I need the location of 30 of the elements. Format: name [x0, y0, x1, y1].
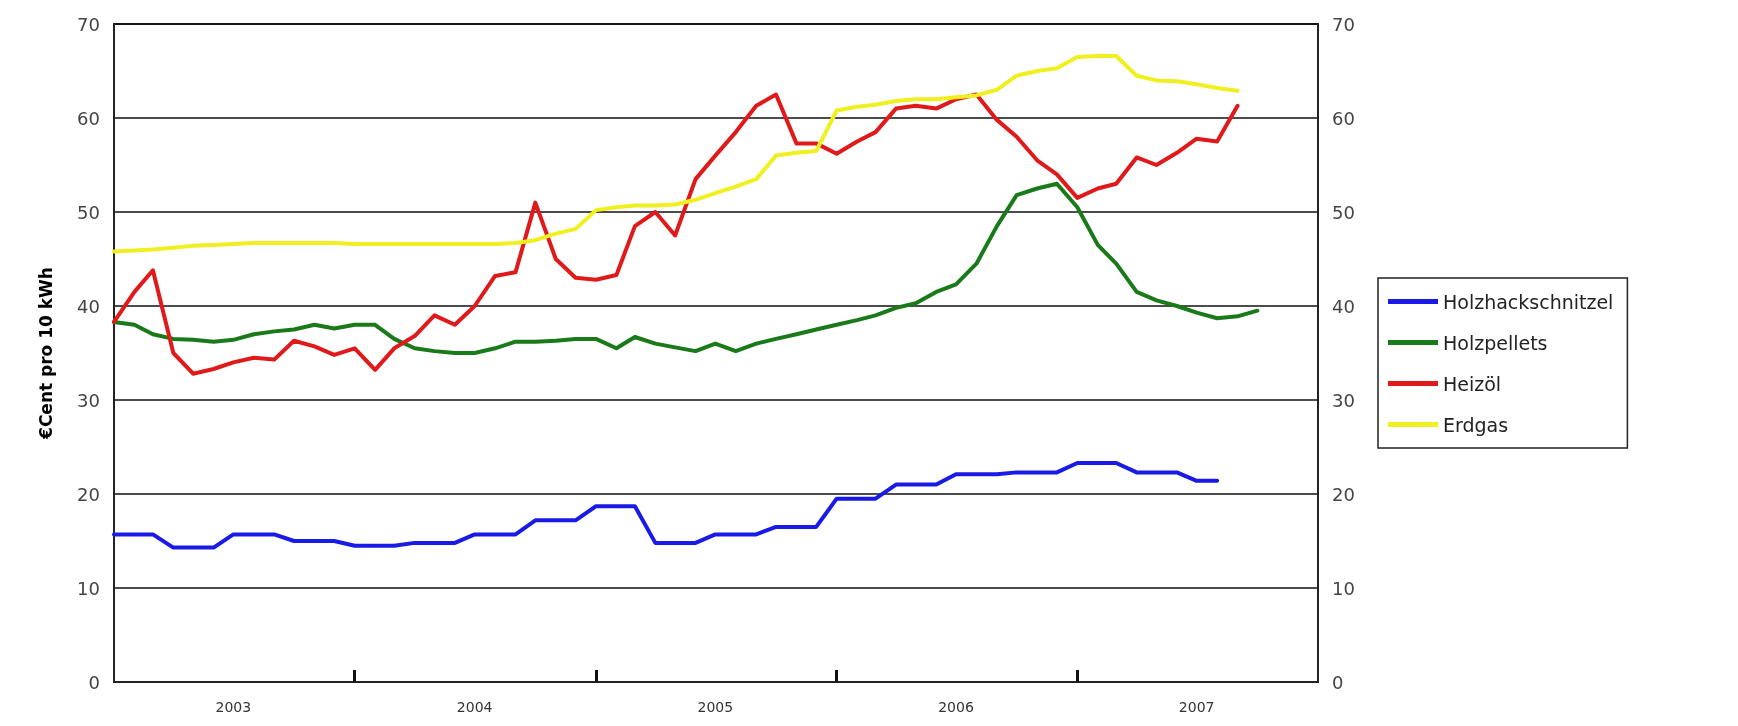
y-tick-label: 0 [88, 671, 100, 693]
y2-tick-label: 30 [1332, 389, 1355, 411]
line-series [112, 53, 1240, 254]
y-tick-label: 20 [77, 483, 100, 505]
legend-label: Holzpellets [1443, 331, 1548, 354]
y2-tick-label: 20 [1332, 483, 1355, 505]
x-tick-label: 2004 [456, 699, 493, 715]
legend-label: Heizöl [1443, 372, 1502, 395]
y-axis-title: €Cent pro 10 kWh [35, 267, 56, 440]
x-tick-label: 2005 [697, 699, 734, 715]
x-tick-label: 2007 [1178, 699, 1215, 715]
y-tick-label: 50 [77, 201, 100, 223]
x-tick-label: 2006 [938, 699, 974, 715]
y2-tick-label: 60 [1332, 107, 1355, 129]
y2-tick-label: 70 [1332, 13, 1355, 35]
x-tick-label: 2003 [215, 699, 252, 715]
y-tick-label: 30 [77, 389, 100, 411]
y2-tick-label: 0 [1332, 671, 1344, 693]
y-tick-label: 70 [77, 13, 100, 35]
y-tick-label: 40 [77, 295, 100, 317]
line-series [112, 181, 1260, 355]
y2-tick-label: 40 [1332, 295, 1355, 317]
line-series [112, 92, 1240, 376]
line-series [112, 460, 1220, 550]
y-tick-label: 60 [77, 107, 100, 129]
legend-label: Holzhackschnitzel [1443, 290, 1614, 313]
y2-tick-label: 50 [1332, 201, 1355, 223]
y2-tick-label: 10 [1332, 577, 1355, 599]
legend-label: Erdgas [1443, 413, 1509, 436]
y-tick-label: 10 [77, 577, 100, 599]
